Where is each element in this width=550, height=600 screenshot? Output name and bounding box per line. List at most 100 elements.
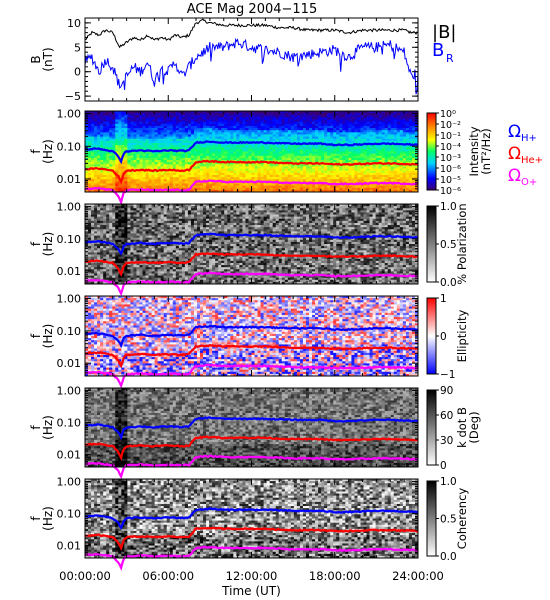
heatmap-cell — [148, 119, 152, 123]
heatmap-cell — [333, 168, 337, 172]
heatmap-cell — [342, 147, 346, 150]
heatmap-cell — [109, 117, 113, 120]
heatmap-cell — [284, 138, 289, 142]
heatmap-cell — [278, 174, 283, 178]
y-tick-label: −5 — [65, 90, 81, 103]
heatmap-cell — [145, 147, 149, 150]
heatmap-cell — [399, 164, 404, 167]
heatmap-cell — [387, 164, 392, 167]
heatmap-cell — [257, 117, 261, 120]
heatmap-cell — [88, 142, 92, 146]
heatmap-cell — [357, 168, 361, 172]
heatmap-cell — [360, 155, 364, 159]
heatmap-cell — [103, 179, 107, 182]
heatmap-cell — [372, 160, 377, 163]
heatmap-cell — [118, 153, 122, 157]
heatmap-cell — [227, 174, 231, 178]
heatmap-cell — [372, 134, 377, 137]
heatmap-cell — [366, 164, 370, 167]
heatmap-cell — [154, 119, 159, 123]
colorbar-tick-label: 10⁻³ — [440, 153, 461, 164]
heatmap-cell — [348, 151, 352, 155]
heatmap-cell — [187, 145, 192, 148]
heatmap-cell — [206, 153, 210, 157]
heatmap-cell — [287, 151, 292, 155]
heatmap-cell — [88, 111, 92, 114]
heatmap-cell — [290, 170, 295, 174]
heatmap-cell — [305, 117, 310, 120]
heatmap-cell — [209, 145, 213, 148]
heatmap-cell — [290, 153, 295, 157]
heatmap-cell — [148, 185, 152, 189]
heatmap-cell — [305, 119, 310, 123]
heatmap-cell — [248, 183, 252, 186]
heatmap-cell — [354, 125, 358, 129]
heatmap-cell — [184, 179, 189, 182]
heatmap-cell — [266, 132, 271, 135]
heatmap-cell — [411, 119, 416, 123]
heatmap-cell — [354, 149, 358, 152]
heatmap-cell — [369, 187, 373, 191]
heatmap-cell — [333, 151, 337, 155]
heatmap-cell — [190, 130, 195, 133]
heatmap-cell — [390, 149, 395, 152]
heatmap-cell — [381, 136, 386, 140]
heatmap-cell — [221, 111, 225, 114]
heatmap-cell — [396, 130, 401, 133]
heatmap-cell — [121, 145, 125, 148]
heatmap-cell — [160, 115, 165, 118]
heatmap-cell — [139, 130, 143, 133]
heatmap-cell — [197, 119, 201, 123]
heatmap-cell — [324, 155, 328, 159]
heatmap-cell — [172, 183, 177, 186]
heatmap-cell — [324, 147, 328, 150]
heatmap-cell — [242, 168, 246, 172]
heatmap-cell — [160, 132, 165, 135]
heatmap-cell — [254, 164, 258, 167]
heatmap-cell — [372, 174, 377, 178]
heatmap-cell — [112, 136, 116, 140]
heatmap-cell — [218, 132, 222, 135]
heatmap-cell — [281, 185, 286, 189]
heatmap-cell — [257, 132, 261, 135]
heatmap-cell — [85, 177, 89, 180]
heatmap-cell — [106, 155, 110, 159]
heatmap-cell — [203, 136, 207, 140]
heatmap-cell — [366, 113, 370, 116]
heatmap-cell — [296, 151, 301, 155]
heatmap-cell — [115, 119, 119, 123]
heatmap-cell — [88, 179, 92, 182]
heatmap-cell — [327, 134, 331, 137]
heatmap-cell — [94, 125, 98, 129]
heatmap-cell — [339, 179, 343, 182]
heatmap-cell — [281, 132, 286, 135]
heatmap-cell — [130, 172, 134, 176]
heatmap-cell — [281, 164, 286, 167]
legend-b-magnitude: |B| — [432, 22, 456, 43]
heatmap-cell — [378, 115, 383, 118]
heatmap-cell — [203, 172, 207, 176]
heatmap-cell — [142, 145, 146, 148]
heatmap-cell — [272, 113, 277, 116]
heatmap-cell — [408, 155, 413, 159]
heatmap-cell — [181, 187, 186, 191]
heatmap-cell — [136, 185, 140, 189]
heatmap-cell — [206, 181, 210, 184]
heatmap-cell — [390, 134, 395, 137]
heatmap-cell — [296, 138, 301, 142]
heatmap-cell — [324, 189, 328, 193]
heatmap-cell — [302, 177, 307, 180]
heatmap-cell — [112, 121, 116, 125]
heatmap-cell — [345, 153, 349, 157]
heatmap-cell — [315, 160, 319, 163]
heatmap-cell — [200, 179, 204, 182]
heatmap-cell — [321, 164, 325, 167]
heatmap-cell — [281, 119, 286, 123]
heatmap-cell — [97, 121, 101, 125]
heatmap-cell — [197, 155, 201, 159]
heatmap-cell — [163, 128, 168, 131]
heatmap-cell — [103, 128, 107, 131]
heatmap-cell — [224, 153, 228, 157]
heatmap-cell — [266, 125, 271, 129]
heatmap-cell — [124, 162, 128, 165]
